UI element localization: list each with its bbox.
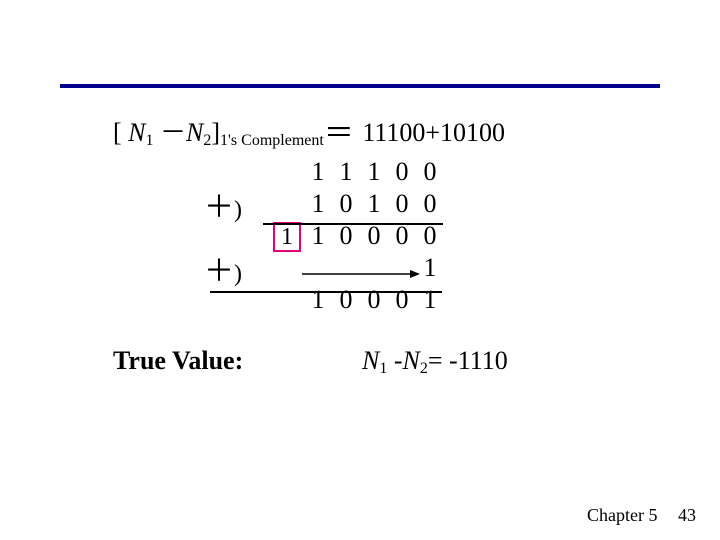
var-n2: N (186, 118, 203, 147)
digit: 1 (304, 221, 332, 251)
plus-sign: ＋ (204, 255, 234, 288)
horizontal-rule (60, 84, 660, 88)
true-value-expression: N1 -N2= -1110 (362, 346, 508, 378)
page-number: 43 (678, 505, 696, 525)
digit: 1 (416, 285, 444, 315)
digit: 1 (360, 157, 388, 187)
close-paren: ) (234, 197, 242, 223)
digit: 0 (360, 285, 388, 315)
sub-2: 2 (420, 360, 428, 377)
digit: 0 (388, 189, 416, 219)
minus-sign: － (160, 118, 186, 147)
var-n2: N (403, 346, 420, 375)
equals-sign: ＝ (324, 117, 354, 150)
digit: 0 (416, 189, 444, 219)
digit: 0 (388, 285, 416, 315)
digit: 1 (304, 189, 332, 219)
close-paren: ) (234, 261, 242, 287)
chapter-label: Chapter 5 (587, 505, 657, 525)
addend-row-2: ＋) 1 0 1 0 0 (200, 188, 490, 220)
digit: 1 (304, 285, 332, 315)
digit: 0 (388, 157, 416, 187)
equals-text: = (428, 346, 449, 375)
sub-1: 1 (146, 132, 154, 149)
var-n1: N (362, 346, 379, 375)
digit: 0 (360, 221, 388, 251)
var-n1: N (128, 118, 145, 147)
digit: 1 (332, 157, 360, 187)
digit: 1 (304, 157, 332, 187)
digit: 0 (332, 221, 360, 251)
digit: 0 (332, 285, 360, 315)
digit: 0 (388, 221, 416, 251)
sum-rule-1 (263, 223, 443, 225)
sum-rule-2 (210, 291, 442, 293)
carry-bit-box: 1 (273, 222, 301, 252)
true-value-label: True Value: (113, 346, 243, 376)
slide-footer: Chapter 5 43 (587, 505, 696, 526)
carry-arrow-icon (302, 267, 422, 281)
minus-text: - (387, 346, 402, 375)
digit: 0 (416, 221, 444, 251)
plus-sign: ＋ (204, 191, 234, 224)
ones-complement-equation: [ N1 －N2]1's Complement＝ 11100+10100 (113, 108, 505, 152)
true-value-result: -1110 (449, 346, 508, 375)
equation-rhs: 11100+10100 (362, 118, 505, 147)
complement-subscript: 1's Complement (220, 132, 324, 149)
bracket-open: [ (113, 118, 122, 147)
digit: 0 (416, 157, 444, 187)
bracket-close: ] (211, 118, 220, 147)
digit: 0 (332, 189, 360, 219)
digit: 1 (360, 189, 388, 219)
